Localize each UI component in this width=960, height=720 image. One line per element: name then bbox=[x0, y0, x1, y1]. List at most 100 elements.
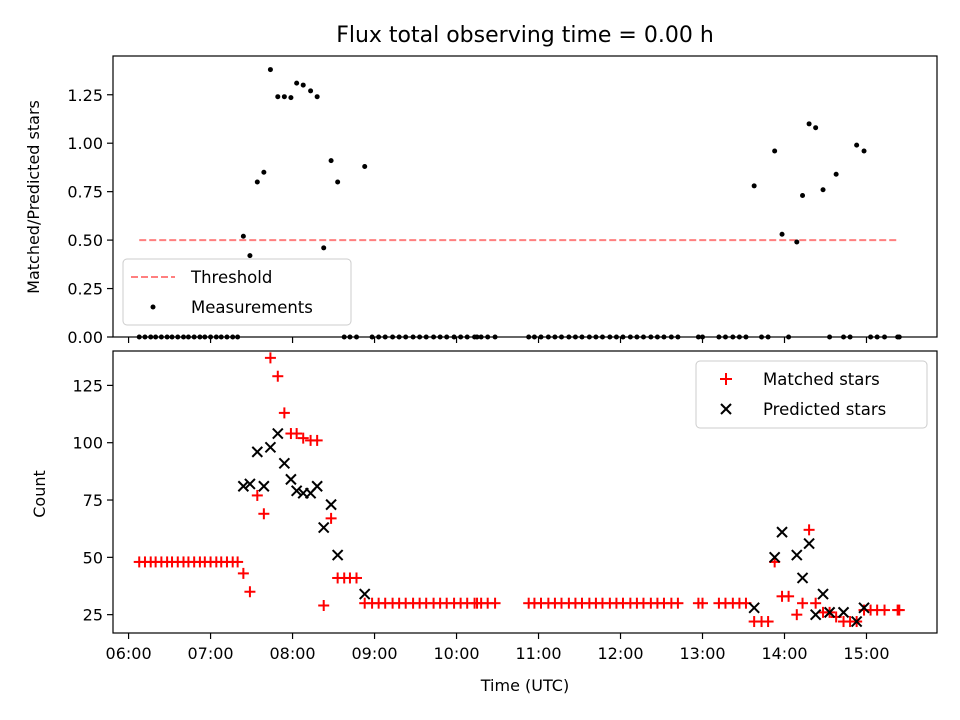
bottom-x-tick-label: 09:00 bbox=[351, 644, 397, 663]
matched-star-point bbox=[318, 599, 330, 611]
matched-star-point bbox=[258, 508, 270, 520]
measurement-point bbox=[772, 148, 778, 154]
predicted-star-point bbox=[325, 498, 337, 511]
bottom-y-tick-label: 125 bbox=[72, 376, 103, 395]
top-plot-panel: 0.00 0.25 0.50 0.75 1.00 1.25 bbox=[67, 55, 938, 347]
top-axes-frame bbox=[112, 55, 938, 338]
matched-star-point bbox=[351, 572, 363, 584]
matched-star-point bbox=[672, 597, 684, 609]
top-legend-frame bbox=[122, 258, 352, 326]
measurement-point bbox=[779, 231, 785, 237]
bottom-x-tick-label: 12:00 bbox=[597, 644, 643, 663]
legend-measurements-label: Measurements bbox=[191, 298, 313, 317]
measurement-point bbox=[328, 158, 334, 164]
matched-star-point bbox=[791, 609, 803, 621]
measurement-point bbox=[267, 67, 273, 73]
bottom-y-tick-label: 50 bbox=[83, 548, 103, 567]
top-y-tick-label: 1.00 bbox=[67, 134, 103, 153]
predicted-star-point bbox=[244, 478, 256, 490]
matched-star-point bbox=[803, 524, 815, 536]
predicted-star-point bbox=[776, 526, 788, 538]
predicted-star-point bbox=[331, 549, 344, 561]
predicted-star-point bbox=[837, 606, 850, 619]
top-y-tick-label: 1.25 bbox=[67, 86, 103, 105]
legend-predicted-swatch bbox=[720, 403, 732, 415]
measurement-point bbox=[308, 88, 314, 94]
bottom-x-tick-label: 11:00 bbox=[515, 644, 561, 663]
legend-matched-label: Matched stars bbox=[763, 370, 880, 389]
predicted-star-point bbox=[258, 480, 270, 492]
top-legend: Threshold Measurements bbox=[122, 258, 352, 326]
matched-star-point bbox=[797, 597, 809, 609]
matched-star-point bbox=[893, 604, 905, 616]
measurement-point bbox=[820, 187, 826, 193]
predicted-star-point bbox=[264, 441, 277, 453]
predicted-star-point bbox=[823, 606, 836, 619]
matched-star-point bbox=[264, 352, 276, 364]
predicted-star-point bbox=[791, 549, 803, 561]
measurement-point bbox=[800, 193, 806, 199]
bottom-y-tick-label: 75 bbox=[83, 491, 103, 510]
matched-star-point bbox=[489, 597, 501, 609]
measurement-point bbox=[314, 94, 320, 100]
measurement-point bbox=[247, 253, 253, 259]
measurement-point bbox=[854, 142, 860, 148]
bottom-x-tick-label: 13:00 bbox=[679, 644, 725, 663]
bottom-plot-panel: 25 50 75 100 125 06:00 07:00 08:00 09:00 10:00 11:… bbox=[72, 350, 938, 663]
predicted-star-point bbox=[272, 427, 284, 440]
bottom-x-tick-label: 14:00 bbox=[761, 644, 807, 663]
measurement-point bbox=[751, 183, 757, 189]
bottom-x-tick-label: 10:00 bbox=[433, 644, 479, 663]
matched-star-point bbox=[879, 604, 891, 616]
predicted-star-point bbox=[858, 602, 870, 614]
measurement-point bbox=[294, 80, 300, 86]
predicted-star-point bbox=[359, 588, 371, 600]
legend-matched-swatch bbox=[720, 373, 732, 385]
matched-star-point bbox=[291, 428, 303, 440]
bottom-axes-frame bbox=[112, 350, 938, 634]
matched-star-point bbox=[762, 616, 774, 628]
measurement-point bbox=[335, 179, 341, 185]
top-y-tick-label: 0.25 bbox=[67, 280, 103, 299]
measurement-point bbox=[321, 245, 327, 251]
matched-star-point bbox=[697, 597, 709, 609]
measurement-point bbox=[806, 121, 812, 127]
bottom-y-tick-label: 100 bbox=[72, 434, 103, 453]
measurement-point bbox=[240, 233, 246, 239]
predicted-star-point bbox=[285, 473, 297, 486]
measurement-point bbox=[813, 125, 819, 131]
matched-star-point bbox=[232, 556, 244, 568]
predicted-star-point bbox=[251, 446, 264, 458]
predicted-star-point bbox=[748, 602, 760, 614]
legend-predicted-label: Predicted stars bbox=[763, 400, 886, 419]
x-axis-label: Time (UTC) bbox=[480, 676, 569, 695]
matched-star-point bbox=[278, 407, 290, 419]
measurement-point bbox=[300, 82, 306, 88]
measurement-point bbox=[288, 95, 294, 101]
top-y-axis-label: Matched/Predicted stars bbox=[24, 100, 43, 294]
matched-star-point bbox=[272, 370, 284, 382]
measurement-point bbox=[833, 171, 839, 177]
matched-star-point bbox=[251, 489, 263, 501]
predicted-star-point bbox=[809, 608, 822, 621]
top-y-tick-label: 0.50 bbox=[67, 231, 103, 250]
predicted-star-point bbox=[237, 480, 250, 492]
matched-star-point bbox=[311, 434, 323, 446]
measurement-point bbox=[861, 148, 867, 154]
measurement-point bbox=[362, 163, 368, 169]
measurement-point bbox=[281, 94, 287, 100]
predicted-star-point bbox=[803, 537, 815, 550]
bottom-x-tick-label: 15:00 bbox=[843, 644, 889, 663]
top-chart-title: Flux total observing time = 0.00 h bbox=[336, 23, 714, 48]
predicted-star-point bbox=[318, 521, 330, 534]
matched-star-point bbox=[244, 586, 256, 598]
measurement-point bbox=[794, 239, 800, 245]
matched-star-point bbox=[783, 590, 795, 602]
measurement-point bbox=[261, 169, 267, 175]
legend-threshold-label: Threshold bbox=[190, 268, 272, 287]
bottom-y-tick-label: 25 bbox=[83, 606, 103, 625]
bottom-x-tick-label: 08:00 bbox=[270, 644, 316, 663]
predicted-star-point bbox=[278, 457, 291, 470]
